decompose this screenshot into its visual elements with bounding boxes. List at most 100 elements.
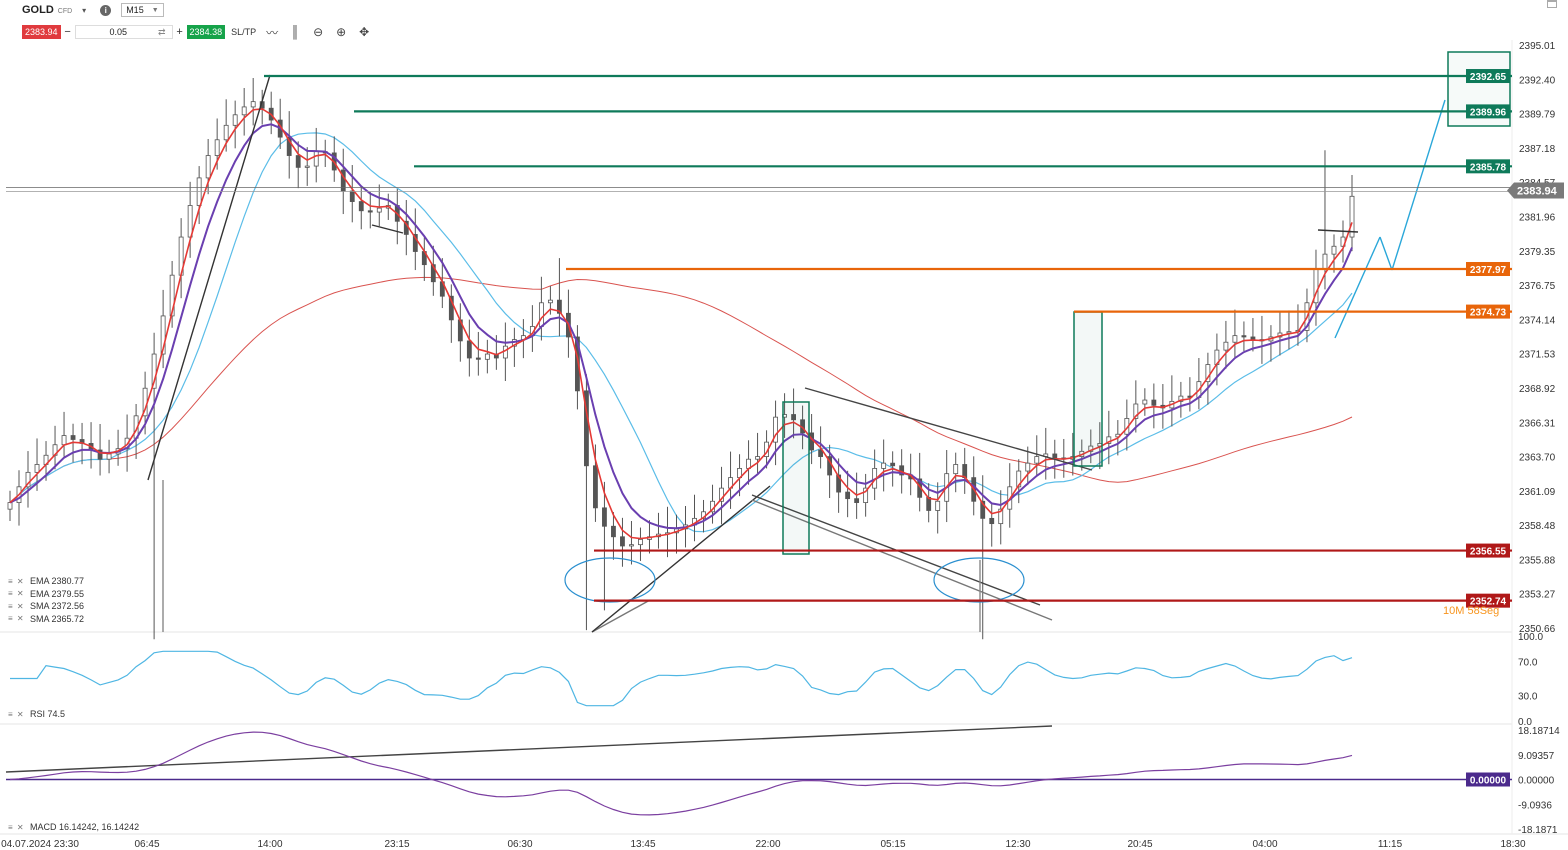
price-tick: 2353.27 <box>1519 590 1556 601</box>
rsi-tick: 100.0 <box>1518 632 1543 643</box>
candle <box>376 184 382 227</box>
rsi-line <box>10 650 1353 707</box>
bull-candle <box>1232 335 1238 343</box>
bear-candle <box>575 336 580 392</box>
line-chart-icon[interactable]: 〰 <box>266 25 279 40</box>
price-level-tag: 2374.73 <box>1466 304 1510 319</box>
sell-button[interactable]: 2383.94 <box>22 25 61 39</box>
macd-tick: 18.18714 <box>1518 726 1560 737</box>
bull-candle <box>755 456 760 460</box>
time-tick: 13:45 <box>630 839 655 850</box>
candle <box>791 388 796 439</box>
candles-icon[interactable]: ║ <box>290 25 300 39</box>
price-tick: 2379.35 <box>1519 247 1556 258</box>
candle <box>232 100 238 149</box>
settings-close-icon[interactable]: ≡ ✕ <box>8 614 25 624</box>
legend-ema-2[interactable]: ≡ ✕ EMA 2379.55 <box>8 588 84 601</box>
bear-candle <box>367 210 373 213</box>
candle <box>367 191 373 229</box>
settings-close-icon[interactable]: ≡ ✕ <box>8 589 25 599</box>
candle <box>169 260 175 328</box>
candle <box>304 147 310 186</box>
ema-slow-line <box>9 123 1353 530</box>
candle <box>1250 318 1256 352</box>
time-tick: 11:15 <box>1378 839 1403 850</box>
tag-label: 2383.94 <box>1517 186 1558 198</box>
timeframe-select[interactable]: M15 ▼ <box>121 3 164 17</box>
tag-label: 2377.97 <box>1470 265 1507 276</box>
tag-background <box>1466 159 1510 174</box>
bear-candle <box>593 465 598 509</box>
bull-candle <box>1106 436 1112 444</box>
legend-sma-1-label: SMA 2372.56 <box>30 601 85 612</box>
candle <box>998 490 1004 545</box>
candle <box>241 87 247 136</box>
tag-label: 2374.73 <box>1470 308 1507 319</box>
bear-candle <box>818 449 824 457</box>
legend-sma-2-label: SMA 2365.72 <box>30 613 85 624</box>
tag-background <box>1466 261 1510 276</box>
price-tick: 2374.14 <box>1519 315 1556 326</box>
sltp-button[interactable]: SL/TP <box>231 27 257 37</box>
candle <box>953 452 959 493</box>
candle <box>538 276 544 341</box>
candle <box>106 439 112 474</box>
price-tick: 2361.09 <box>1519 487 1556 498</box>
bull-candle <box>151 353 157 389</box>
legend-sma-2[interactable]: ≡ ✕ SMA 2365.72 <box>8 613 84 626</box>
buy-button[interactable]: 2384.38 <box>186 25 226 39</box>
trendline <box>1334 236 1381 339</box>
zoom-in-icon[interactable]: ⊕ <box>336 25 347 39</box>
candle <box>674 514 679 554</box>
time-tick: 12:30 <box>1005 839 1030 850</box>
price-tick: 2392.40 <box>1519 75 1556 86</box>
bull-candle <box>313 151 319 167</box>
maximize-icon[interactable] <box>1547 0 1557 8</box>
current-price-tag: 2383.94 <box>1507 182 1564 199</box>
bear-candle <box>791 414 796 421</box>
symbol-name[interactable]: GOLD <box>22 4 54 16</box>
candle <box>584 374 589 631</box>
swap-icon[interactable]: ⇄ <box>158 26 166 37</box>
price-level-tag: 2352.74 <box>1466 593 1510 608</box>
settings-close-icon[interactable]: ≡ ✕ <box>8 576 25 586</box>
candle <box>25 451 31 508</box>
bear-candle <box>1151 399 1157 406</box>
candle <box>7 490 13 521</box>
bull-candle <box>773 416 778 443</box>
price-tick: 2371.53 <box>1519 350 1556 361</box>
candle <box>692 494 697 542</box>
info-icon[interactable]: i <box>100 4 112 16</box>
bull-candle <box>160 315 166 355</box>
bull-candle <box>538 302 544 327</box>
rsi-tick: 70.0 <box>1518 658 1538 669</box>
trendline <box>1317 229 1359 233</box>
candle <box>1331 234 1337 273</box>
candle <box>602 481 607 611</box>
bull-candle <box>629 544 634 547</box>
price-tick: 2366.31 <box>1519 418 1556 429</box>
quantity-input[interactable]: 0.05 ⇄ <box>74 25 173 39</box>
increase-quantity-button[interactable]: + <box>176 26 183 38</box>
legend-sma-1[interactable]: ≡ ✕ SMA 2372.56 <box>8 600 84 613</box>
bull-candle <box>863 487 869 503</box>
decrease-quantity-button[interactable]: − <box>64 26 71 38</box>
candle <box>638 527 643 561</box>
timeframe-value: M15 <box>126 5 144 15</box>
candle <box>1277 310 1283 356</box>
crosshair-icon[interactable]: ✥ <box>359 25 370 39</box>
settings-close-icon[interactable]: ≡ ✕ <box>8 601 25 611</box>
chevron-down-icon[interactable]: ▾ <box>82 5 87 15</box>
tag-label: 2392.65 <box>1470 72 1507 83</box>
candle <box>466 319 472 377</box>
bull-candle <box>1025 462 1031 472</box>
bull-candle <box>547 299 553 304</box>
bull-candle <box>1322 253 1328 270</box>
legend-ema-1[interactable]: ≡ ✕ EMA 2380.77 <box>8 575 84 588</box>
candle <box>1223 320 1229 369</box>
settings-close-icon[interactable]: ≡ ✕ <box>8 709 25 719</box>
settings-close-icon[interactable]: ≡ ✕ <box>8 822 25 832</box>
zoom-out-icon[interactable]: ⊖ <box>313 25 324 39</box>
candle <box>475 331 481 376</box>
